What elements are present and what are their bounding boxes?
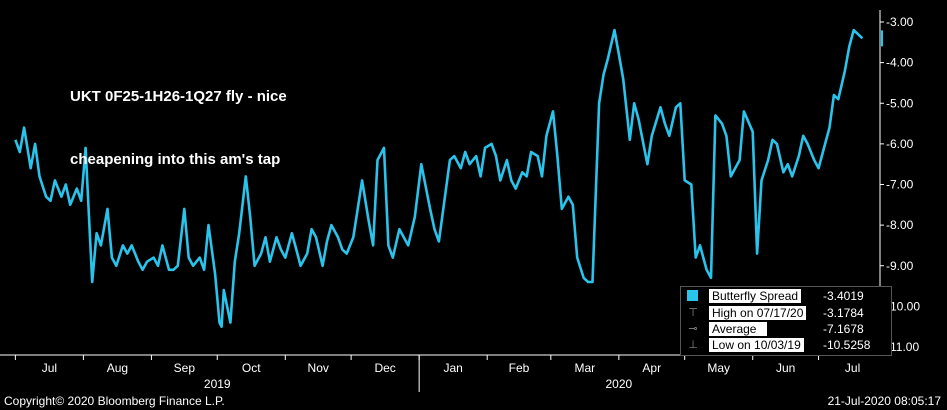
legend-value: -3.4019: [823, 289, 864, 303]
x-tick-label: Jul: [845, 361, 860, 375]
low-marker-icon: ⊥: [688, 339, 698, 351]
legend-label: Low on 10/03/19: [709, 338, 804, 352]
x-tick-label: Dec: [374, 361, 395, 375]
y-tick-label: -6.00: [886, 137, 914, 151]
x-tick-label: Aug: [107, 361, 128, 375]
x-tick-label: Sep: [174, 361, 196, 375]
x-tick-label: May: [707, 361, 730, 375]
legend-label: High on 07/17/20: [709, 306, 807, 320]
y-tick-label: -3.00: [886, 15, 914, 29]
x-tick-label: Jun: [776, 361, 795, 375]
average-line-icon: ⊸: [688, 323, 698, 335]
legend-value: -3.1784: [823, 306, 864, 320]
x-tick-label: Feb: [509, 361, 530, 375]
legend-row-high: ⊤ High on 07/17/20 -3.1784: [681, 305, 891, 321]
swatch-icon: [687, 290, 698, 301]
y-tick-label: -4.00: [886, 56, 914, 70]
y-tick-label: -8.00: [886, 218, 914, 232]
legend-label: Butterfly Spread: [709, 289, 802, 303]
x-tick-label: Nov: [308, 361, 329, 375]
last-value-marker: [881, 30, 883, 47]
y-tick-label: -9.00: [886, 259, 914, 273]
y-tick-label: -7.00: [886, 178, 914, 192]
legend-row-spread: Butterfly Spread -3.4019: [681, 288, 891, 304]
chart-title-line-1: UKT 0F25-1H26-1Q27 fly - nice: [70, 88, 287, 105]
legend-row-average: ⊸ Average -7.1678: [681, 321, 891, 337]
high-marker-icon: ⊤: [688, 307, 698, 319]
year-label: 2019: [204, 377, 231, 391]
legend-label: Average: [709, 322, 767, 336]
x-tick-label: Apr: [642, 361, 661, 375]
year-label: 2020: [606, 377, 633, 391]
y-tick-label: -5.00: [886, 96, 914, 110]
tick-labels: -3.00 -4.00 -5.00 -6.00 -7.00 -8.00 -9.00 -10.0…: [42, 15, 921, 391]
legend-row-low: ⊥ Low on 10/03/19 -10.5258: [681, 337, 891, 353]
butterfly-spread-line: [14, 28, 864, 328]
copyright-text: Copyright© 2020 Bloomberg Finance L.P.: [4, 394, 225, 408]
legend-value: -10.5258: [823, 338, 871, 352]
chart-title-line-2: cheapening into this am's tap: [70, 151, 281, 168]
x-tick-label: Jul: [42, 361, 57, 375]
chart-title: UKT 0F25-1H26-1Q27 fly - nice cheapening…: [70, 44, 287, 191]
y-tick-label: -11.00: [886, 340, 919, 354]
legend-value: -7.1678: [823, 322, 864, 336]
x-tick-label: Jan: [443, 361, 462, 375]
legend: Butterfly Spread -3.4019 ⊤ High on 07/17…: [680, 286, 892, 356]
y-tick-label: -10.00: [886, 299, 920, 313]
x-tick-label: Oct: [242, 361, 261, 375]
timestamp-text: 21-Jul-2020 08:05:17: [827, 394, 941, 408]
x-tick-label: Mar: [575, 361, 596, 375]
